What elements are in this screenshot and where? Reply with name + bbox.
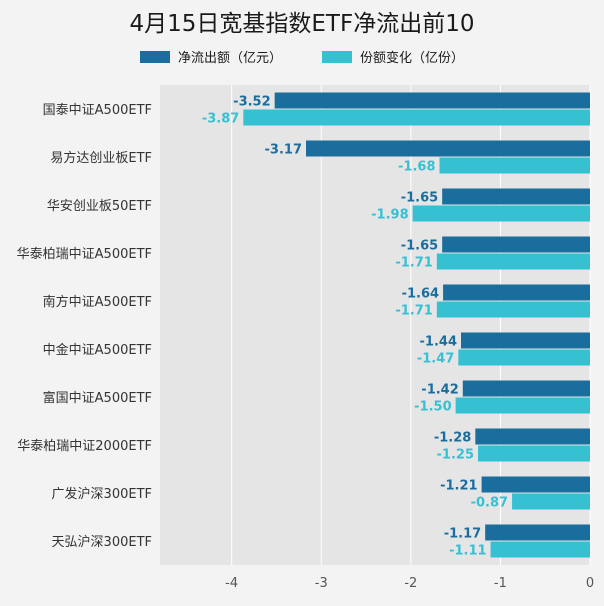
bar-share-change: [490, 541, 590, 558]
bar-net-outflow: [485, 524, 590, 541]
data-label-net-outflow: -1.42: [421, 383, 458, 398]
data-label-net-outflow: -1.28: [434, 431, 471, 446]
data-label-share-change: -1.47: [417, 352, 454, 367]
data-label-share-change: -3.87: [202, 112, 239, 127]
bar-share-change: [439, 157, 590, 174]
data-label-share-change: -1.68: [398, 160, 435, 175]
bar-net-outflow: [306, 140, 590, 157]
x-tick-label: -4: [225, 576, 238, 591]
bar-net-outflow: [443, 284, 590, 301]
legend-swatch-net-outflow: [139, 50, 170, 63]
category-label: 华泰柏瑞中证A500ETF: [17, 247, 152, 262]
category-label: 富国中证A500ETF: [43, 390, 152, 406]
data-label-share-change: -1.11: [449, 544, 486, 559]
bar-share-change: [512, 493, 590, 510]
category-label: 华泰柏瑞中证2000ETF: [17, 439, 152, 454]
legend-item-net-outflow: 净流出额（亿元）: [139, 47, 282, 66]
bar-share-change: [436, 301, 590, 318]
data-label-share-change: -1.50: [414, 400, 451, 415]
bar-net-outflow: [462, 380, 590, 397]
category-label: 国泰中证A500ETF: [43, 103, 152, 118]
x-tick-label: -2: [404, 576, 417, 591]
data-label-net-outflow: -3.17: [265, 143, 302, 158]
plot-area: [160, 85, 590, 565]
bar-net-outflow: [481, 476, 590, 493]
legend-swatch-share-change: [322, 50, 352, 63]
x-tick-label: -3: [315, 576, 328, 591]
category-label: 广发沪深300ETF: [52, 486, 152, 502]
x-tick-label: 0: [586, 576, 594, 591]
data-label-net-outflow: -1.21: [440, 479, 477, 494]
data-label-net-outflow: -1.65: [401, 191, 438, 206]
category-label: 易方达创业板ETF: [50, 150, 152, 166]
bar-net-outflow: [274, 92, 590, 109]
data-label-share-change: -1.71: [395, 304, 432, 319]
data-label-share-change: -1.98: [371, 208, 408, 223]
bar-share-change: [455, 397, 590, 414]
bar-net-outflow: [442, 236, 590, 253]
bar-share-change: [412, 205, 590, 222]
category-label: 华安创业板50ETF: [47, 199, 152, 214]
legend-item-share-change: 份额变化（亿份）: [322, 47, 464, 66]
legend-label-share-change: 份额变化（亿份）: [360, 51, 465, 66]
legend: 净流出额（亿元） 份额变化（亿份）: [0, 47, 604, 66]
data-label-net-outflow: -1.64: [402, 287, 439, 302]
bar-share-change: [458, 349, 590, 366]
bar-share-change: [436, 253, 590, 270]
data-label-share-change: -0.87: [471, 496, 508, 511]
bar-share-change: [478, 445, 590, 462]
bar-net-outflow: [442, 188, 590, 205]
data-label-share-change: -1.25: [437, 448, 474, 463]
x-tick-label: -1: [494, 576, 507, 591]
legend-label-net-outflow: 净流出额（亿元）: [177, 51, 282, 66]
chart-title: 4月15日宽基指数ETF净流出前10: [129, 11, 475, 37]
data-label-net-outflow: -1.17: [444, 527, 481, 542]
data-label-share-change: -1.71: [395, 256, 432, 271]
category-label: 南方中证A500ETF: [43, 294, 152, 310]
bar-net-outflow: [461, 332, 590, 349]
category-label: 天弘沪深300ETF: [52, 534, 152, 550]
data-label-net-outflow: -1.44: [420, 335, 457, 350]
bar-share-change: [243, 109, 590, 126]
category-label: 中金中证A500ETF: [43, 342, 152, 358]
data-label-net-outflow: -1.65: [401, 239, 438, 254]
data-label-net-outflow: -3.52: [233, 95, 270, 110]
bar-net-outflow: [475, 428, 590, 445]
